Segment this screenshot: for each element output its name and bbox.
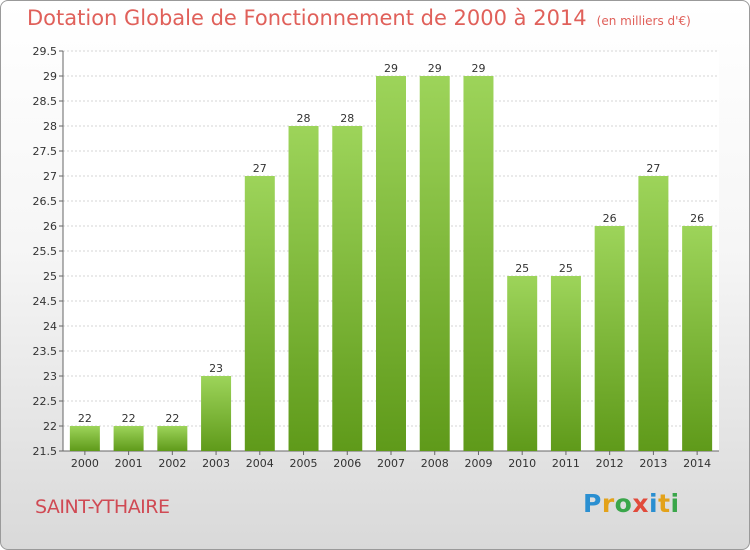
y-tick-label: 28 — [43, 120, 57, 133]
bar-2013 — [638, 176, 669, 451]
y-tick-label: 24.5 — [33, 295, 58, 308]
bar-2000 — [69, 426, 100, 451]
logo-letter: i — [670, 489, 680, 518]
x-tick-label-2000: 2000 — [71, 457, 99, 470]
chart-title: Dotation Globale de Fonctionnement de 20… — [27, 6, 587, 30]
value-label-2012: 26 — [603, 212, 617, 225]
x-tick-label-2007: 2007 — [377, 457, 405, 470]
bar-2005 — [288, 126, 319, 451]
value-label-2002: 22 — [165, 412, 179, 425]
bar-2010 — [507, 276, 538, 451]
value-label-2007: 29 — [384, 62, 398, 75]
y-tick-label: 26 — [43, 220, 57, 233]
y-tick-label: 27 — [43, 170, 57, 183]
value-label-2004: 27 — [253, 162, 267, 175]
y-tick-label: 23 — [43, 370, 57, 383]
value-label-2000: 22 — [78, 412, 92, 425]
value-label-2008: 29 — [428, 62, 442, 75]
value-label-2005: 28 — [297, 112, 311, 125]
x-tick-label-2006: 2006 — [333, 457, 361, 470]
x-tick-label-2008: 2008 — [421, 457, 449, 470]
value-label-2001: 22 — [122, 412, 136, 425]
label-layer: 21.5 22 22.5 23 23.5 24 24.5 25 25.5 26 26.5 27 27.5… — [33, 45, 712, 470]
x-tick-label-2005: 2005 — [290, 457, 318, 470]
x-tick-label-2012: 2012 — [596, 457, 624, 470]
bar-2006 — [332, 126, 363, 451]
logo-letter: r — [601, 489, 615, 518]
x-tick-label-2010: 2010 — [508, 457, 536, 470]
x-tick-label-2009: 2009 — [464, 457, 492, 470]
bar-2009 — [463, 76, 494, 451]
value-label-2010: 25 — [515, 262, 529, 275]
value-label-2003: 23 — [209, 362, 223, 375]
bar-2002 — [157, 426, 188, 451]
bar-layer — [69, 76, 713, 451]
value-label-2011: 25 — [559, 262, 573, 275]
y-tick-label: 25.5 — [33, 245, 58, 258]
y-tick-label: 22.5 — [33, 395, 58, 408]
y-tick-label: 24 — [43, 320, 57, 333]
y-tick-label: 25 — [43, 270, 57, 283]
logo-letter: i — [649, 489, 659, 518]
bar-2001 — [113, 426, 144, 451]
y-tick-label: 28.5 — [33, 95, 58, 108]
value-label-2014: 26 — [690, 212, 704, 225]
bar-2004 — [244, 176, 275, 451]
value-label-2013: 27 — [646, 162, 660, 175]
logo-letter: x — [632, 489, 649, 518]
logo-letter: t — [658, 489, 671, 518]
bar-2012 — [594, 226, 625, 451]
y-tick-label: 21.5 — [33, 445, 58, 458]
x-tick-label-2014: 2014 — [683, 457, 711, 470]
bar-2003 — [201, 376, 232, 451]
title-row: Dotation Globale de Fonctionnement de 20… — [27, 6, 691, 30]
value-label-2006: 28 — [340, 112, 354, 125]
commune-name: SAINT-YTHAIRE — [35, 496, 170, 518]
x-tick-label-2002: 2002 — [158, 457, 186, 470]
logo-letter: P — [583, 489, 602, 518]
x-tick-label-2011: 2011 — [552, 457, 580, 470]
y-tick-label: 29.5 — [33, 45, 58, 58]
x-tick-label-2004: 2004 — [246, 457, 274, 470]
x-tick-label-2001: 2001 — [115, 457, 143, 470]
unit-note: (en milliers d'€) — [596, 14, 691, 28]
y-tick-label: 27.5 — [33, 145, 58, 158]
y-tick-label: 26.5 — [33, 195, 58, 208]
bar-2008 — [419, 76, 450, 451]
bar-2014 — [682, 226, 713, 451]
y-tick-label: 22 — [43, 420, 57, 433]
y-tick-label: 29 — [43, 70, 57, 83]
x-tick-label-2013: 2013 — [639, 457, 667, 470]
bar-2011 — [550, 276, 581, 451]
logo-letter: o — [614, 489, 633, 518]
bar-2007 — [376, 76, 406, 451]
proxiti-logo[interactable]: Proxiti — [583, 489, 680, 518]
value-label-2009: 29 — [471, 62, 485, 75]
x-tick-label-2003: 2003 — [202, 457, 230, 470]
y-tick-label: 23.5 — [33, 345, 58, 358]
